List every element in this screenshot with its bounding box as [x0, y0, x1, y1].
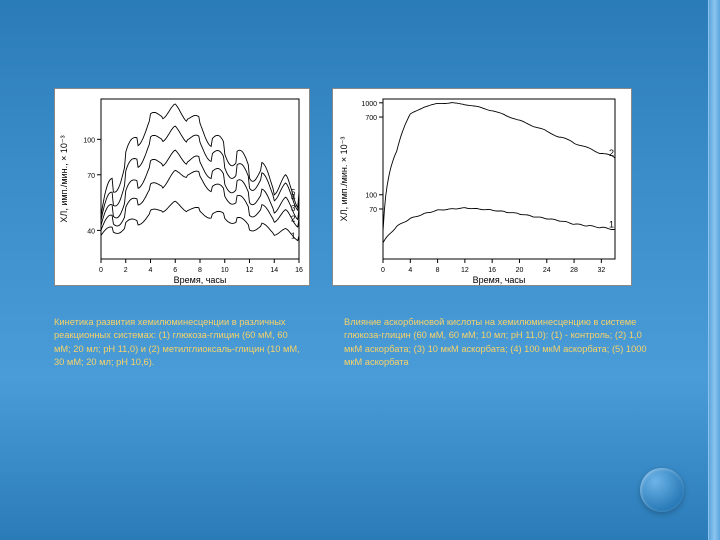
svg-text:2: 2 [124, 267, 128, 274]
captions-row: Кинетика развития хемилюминесценции в ра… [0, 286, 720, 370]
chart-right-svg: 70100700100004812162024283212Время, часы… [333, 89, 633, 287]
svg-text:1: 1 [291, 231, 296, 240]
svg-text:6: 6 [173, 267, 177, 274]
svg-text:32: 32 [597, 267, 605, 274]
svg-text:5: 5 [291, 188, 296, 197]
svg-text:70: 70 [369, 207, 377, 214]
svg-text:70: 70 [87, 173, 95, 180]
svg-text:4: 4 [408, 267, 412, 274]
chart-left: 4070100024681012141612345Время, часыХЛ, … [54, 88, 310, 286]
svg-text:8: 8 [198, 267, 202, 274]
svg-text:2: 2 [609, 148, 614, 158]
svg-text:28: 28 [570, 267, 578, 274]
chart-right: 70100700100004812162024283212Время, часы… [332, 88, 632, 286]
svg-text:4: 4 [149, 267, 153, 274]
svg-text:0: 0 [99, 267, 103, 274]
svg-text:16: 16 [295, 267, 303, 274]
svg-text:1: 1 [609, 219, 614, 229]
chart-left-svg: 4070100024681012141612345Время, часыХЛ, … [55, 89, 311, 287]
svg-text:10: 10 [221, 267, 229, 274]
svg-text:ХЛ, имп./мин. × 10⁻³: ХЛ, имп./мин. × 10⁻³ [339, 137, 349, 222]
svg-text:1000: 1000 [361, 101, 377, 108]
svg-text:ХЛ, имп./мин., × 10⁻³: ХЛ, имп./мин., × 10⁻³ [59, 135, 69, 222]
svg-text:12: 12 [461, 267, 469, 274]
svg-text:16: 16 [488, 267, 496, 274]
svg-text:100: 100 [365, 193, 377, 200]
caption-left: Кинетика развития хемилюминесценции в ра… [54, 316, 304, 370]
svg-text:Время, часы: Время, часы [473, 275, 526, 285]
svg-text:700: 700 [365, 115, 377, 122]
svg-text:24: 24 [543, 267, 551, 274]
svg-text:40: 40 [87, 228, 95, 235]
charts-row: 4070100024681012141612345Время, часыХЛ, … [0, 0, 720, 286]
caption-right: Влияние аскорбиновой кислоты на хемилюми… [344, 316, 654, 370]
svg-text:12: 12 [246, 267, 254, 274]
svg-text:Время, часы: Время, часы [174, 275, 227, 285]
corner-circle-decor [640, 468, 684, 512]
svg-text:100: 100 [83, 137, 95, 144]
svg-text:20: 20 [516, 267, 524, 274]
svg-text:8: 8 [436, 267, 440, 274]
svg-text:14: 14 [270, 267, 278, 274]
svg-text:0: 0 [381, 267, 385, 274]
right-edge-bar [708, 0, 720, 540]
